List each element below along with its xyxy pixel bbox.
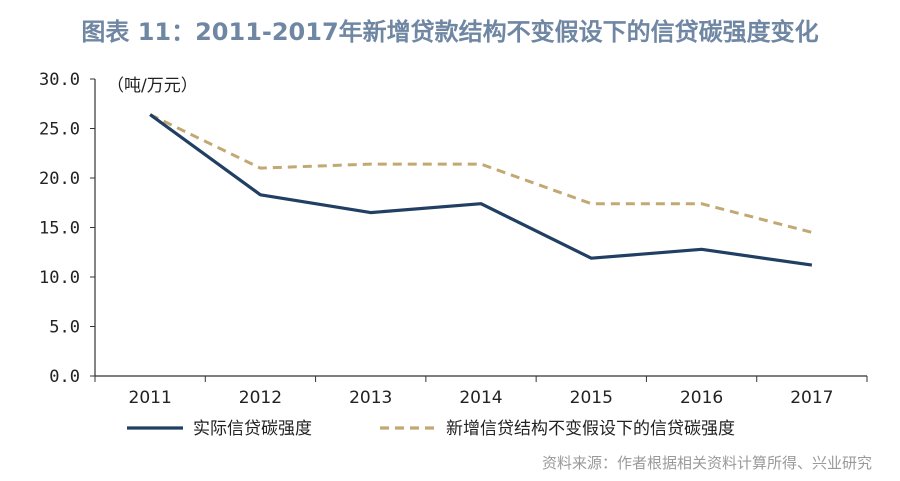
y-tick-label: 0.0 bbox=[49, 367, 80, 387]
x-tick-label: 2015 bbox=[570, 388, 613, 408]
series-line-2 bbox=[149, 113, 813, 234]
y-axis-unit-label: （吨/万元） bbox=[107, 76, 198, 96]
x-axis-ticks: 2011 2012 2013 2014 2015 2016 2017 bbox=[94, 376, 868, 408]
x-tick-label: 2013 bbox=[349, 388, 392, 408]
x-tick-label: 2011 bbox=[129, 388, 172, 408]
y-tick-label: 20.0 bbox=[39, 169, 80, 189]
axes bbox=[94, 79, 867, 377]
series-lines bbox=[149, 113, 813, 267]
x-tick-label: 2016 bbox=[680, 388, 723, 408]
chart-title: 图表 11：2011-2017年新增贷款结构不变假设下的信贷碳强度变化 bbox=[81, 18, 819, 46]
x-tick-label: 2017 bbox=[790, 388, 833, 408]
legend: 实际信贷碳强度 新增信贷结构不变假设下的信贷碳强度 bbox=[127, 419, 735, 439]
y-tick-label: 10.0 bbox=[39, 268, 80, 288]
y-tick-label: 5.0 bbox=[49, 318, 80, 338]
legend-label-1: 实际信贷碳强度 bbox=[193, 419, 312, 439]
x-tick-label: 2012 bbox=[239, 388, 282, 408]
y-tick-label: 25.0 bbox=[39, 120, 80, 140]
series-line-1 bbox=[149, 113, 813, 267]
x-tick-label: 2014 bbox=[459, 388, 502, 408]
y-tick-label: 15.0 bbox=[39, 219, 80, 239]
legend-label-2: 新增信贷结构不变假设下的信贷碳强度 bbox=[446, 419, 735, 439]
y-tick-label: 30.0 bbox=[39, 70, 80, 90]
source-note: 资料来源：作者根据相关资料计算所得、兴业研究 bbox=[541, 454, 872, 472]
y-axis-ticks: 0.0 5.0 10.0 15.0 20.0 25.0 30.0 bbox=[39, 70, 95, 387]
